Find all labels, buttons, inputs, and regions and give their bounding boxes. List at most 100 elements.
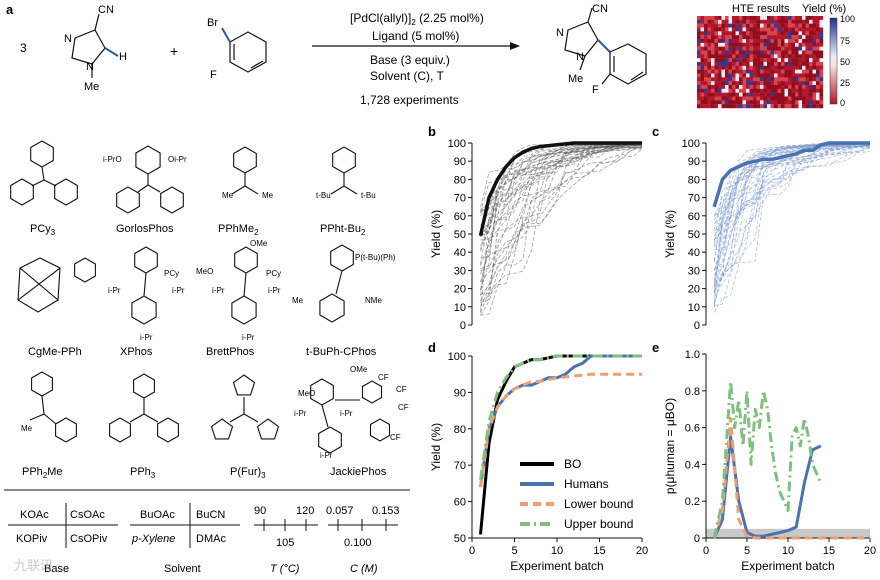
heatmap-cell <box>784 35 789 40</box>
n-label-product-bottom: N <box>576 51 584 63</box>
heatmap-cell <box>721 58 726 63</box>
heatmap-cell <box>749 46 754 51</box>
heatmap-cell <box>802 46 806 51</box>
heatmap-cell <box>749 92 754 97</box>
heatmap-cell <box>795 92 799 97</box>
heatmap-cell <box>742 42 747 47</box>
trajectory-line <box>480 145 643 217</box>
heatmap-cell <box>742 27 747 32</box>
trajectory-line <box>480 147 643 313</box>
heatmap-cell <box>788 58 792 63</box>
heatmap-cell <box>700 96 705 101</box>
heatmap-cell <box>742 100 747 105</box>
heatmap-cell <box>770 100 775 105</box>
heatmap-cell <box>721 35 726 40</box>
y-tick-label: 90 <box>454 156 466 168</box>
ligand-name-brettphos: BrettPhos <box>206 346 255 358</box>
struct-cf3: CF <box>396 385 407 394</box>
struct-cf3: CF <box>398 403 409 412</box>
heatmap-cell <box>746 88 750 93</box>
heatmap-cell <box>774 92 778 97</box>
heatmap-cell <box>770 96 775 101</box>
heatmap-cell <box>781 42 785 47</box>
heatmap-cell <box>728 104 733 109</box>
heatmap-cell <box>809 92 813 97</box>
y-tick-label: 80 <box>454 174 466 186</box>
heatmap-cell <box>742 35 747 40</box>
heatmap-cell <box>781 69 785 74</box>
heatmap-cell <box>756 16 761 21</box>
heatmap-cell <box>700 85 705 90</box>
heatmap-cell <box>795 58 799 63</box>
heatmap-cell <box>721 88 726 93</box>
heatmap-cell <box>784 46 789 51</box>
heatmap-cell <box>819 73 824 78</box>
heatmap-cell <box>735 42 740 47</box>
heatmap-cell <box>788 42 792 47</box>
heatmap-cell <box>728 27 733 32</box>
trajectory-line <box>713 143 871 280</box>
heatmap-cell <box>704 104 708 109</box>
heatmap-cell <box>739 35 743 40</box>
heatmap-cell <box>784 69 789 74</box>
heatmap-cell <box>704 50 708 55</box>
heatmap-cell <box>718 62 722 67</box>
heatmap-cell <box>770 16 775 21</box>
heatmap-cell <box>714 77 719 82</box>
heatmap-cell <box>728 88 733 93</box>
trajectory-line <box>480 142 642 237</box>
y-tick-label: 20 <box>454 284 466 296</box>
heatmap-cell <box>816 42 820 47</box>
heatmap-cell <box>809 69 813 74</box>
heatmap-cell <box>735 23 740 28</box>
heatmap-cell <box>739 88 743 93</box>
colorbar <box>829 17 838 105</box>
heatmap-cell <box>788 54 792 59</box>
y-tick-label: 40 <box>454 247 466 259</box>
chart-panel-b: 0 10 20 30 40 50 60 70 80 90 100 Yield (%) <box>429 138 643 332</box>
heatmap-cell <box>739 96 743 101</box>
struct-nme2: NMe <box>365 296 382 305</box>
y-tick-label: 60 <box>688 211 700 223</box>
heatmap-cell <box>767 92 771 97</box>
ring <box>231 295 257 325</box>
heatmap-cell <box>746 19 750 24</box>
heatmap-cell <box>721 73 726 78</box>
bond <box>330 185 345 195</box>
t-tick-high: 120 <box>296 505 314 517</box>
heatmap-cell <box>763 42 768 47</box>
trajectory-line <box>480 147 643 283</box>
heatmap-cell <box>763 19 768 24</box>
t-tick-low: 90 <box>254 505 266 517</box>
heatmap-cell <box>749 58 754 63</box>
heatmap-cell <box>784 104 789 109</box>
heatmap-cell <box>816 27 820 32</box>
heatmap-cell <box>788 19 792 24</box>
heatmap-cell <box>728 62 733 67</box>
heatmap-cell <box>770 85 775 90</box>
heatmap-cell <box>781 104 785 109</box>
heatmap-cell <box>798 92 803 97</box>
heatmap-cell <box>704 73 708 78</box>
heatmap-cell <box>763 73 768 78</box>
bond <box>143 272 147 297</box>
heatmap-cell <box>756 88 761 93</box>
y-tick-label: 0.4 <box>685 459 700 471</box>
heatmap-cell <box>756 54 761 59</box>
heatmap-cell <box>809 50 813 55</box>
heatmap-cell <box>816 62 820 67</box>
struct-meo-jackie: MeO <box>298 389 315 398</box>
heatmap-cell <box>791 62 796 67</box>
heatmap-cell <box>753 54 757 59</box>
chart-panel-d: 50 60 70 80 90 100 0 5 10 15 20 Experiment batch Yie… <box>429 351 648 573</box>
heatmap-cell <box>760 92 764 97</box>
heatmap-cell <box>746 65 750 70</box>
heatmap-cell <box>714 23 719 28</box>
ring <box>318 426 342 454</box>
heatmap-cell <box>788 88 792 93</box>
heatmap-cell <box>805 65 810 70</box>
struct-me-pph2me: Me <box>21 424 33 433</box>
heatmap-cell <box>735 16 740 21</box>
heatmap-cell <box>777 50 782 55</box>
